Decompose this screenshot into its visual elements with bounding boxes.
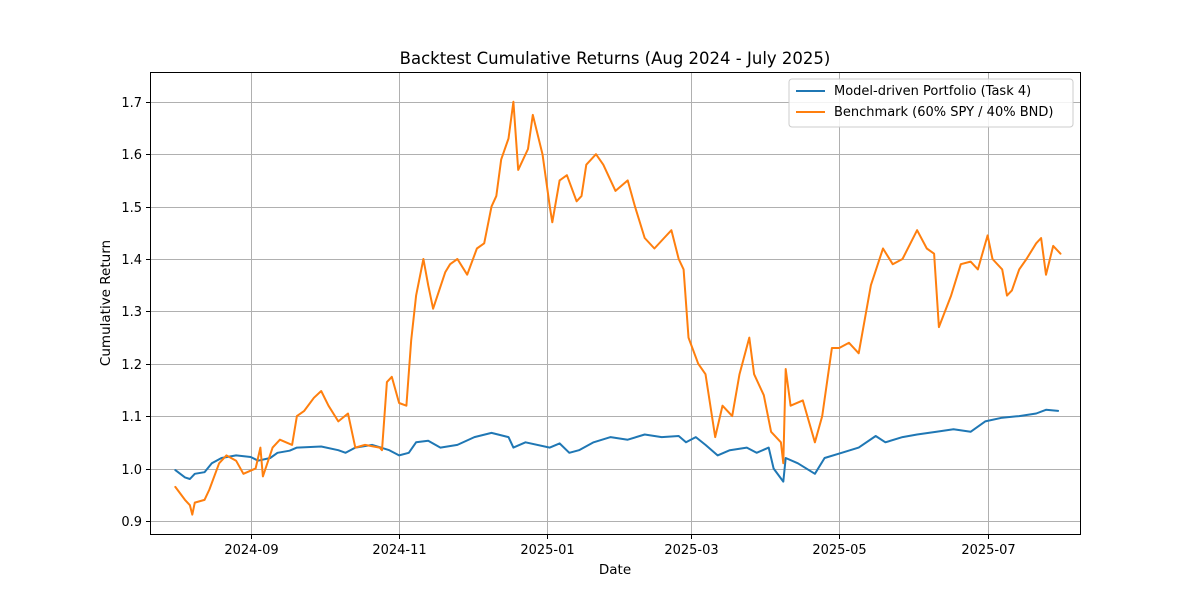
y-axis: 0.9 1.0 1.1 1.2 1.3 1.4 1.5 1.6 1.7 bbox=[121, 96, 151, 530]
legend: Model-driven Portfolio (Task 4) Benchmar… bbox=[788, 78, 1074, 128]
y-tick-label: 1.7 bbox=[121, 96, 142, 111]
y-tick-label: 1.0 bbox=[121, 463, 142, 478]
legend-label-model: Model-driven Portfolio (Task 4) bbox=[834, 84, 1031, 99]
x-tick-label: 2024-11 bbox=[372, 543, 426, 558]
y-tick-label: 1.6 bbox=[121, 148, 142, 163]
y-tick-label: 1.1 bbox=[121, 410, 142, 425]
grid bbox=[151, 73, 1080, 534]
chart-title: Backtest Cumulative Returns (Aug 2024 - … bbox=[400, 49, 831, 68]
y-tick-label: 1.2 bbox=[121, 358, 142, 373]
series-line-benchmark bbox=[174, 100, 1062, 516]
legend-label-benchmark: Benchmark (60% SPY / 40% BND) bbox=[834, 105, 1053, 120]
x-axis-label: Date bbox=[599, 562, 631, 578]
series-layer bbox=[174, 100, 1062, 516]
series-line-model-portfolio bbox=[174, 408, 1060, 483]
x-axis: 2024-09 2024-11 2025-01 2025-03 2025-05 2025-… bbox=[224, 534, 1016, 558]
y-axis-label: Cumulative Return bbox=[98, 240, 114, 366]
legend-box bbox=[788, 78, 1074, 128]
plot-frame bbox=[150, 72, 1081, 535]
y-tick-label: 1.4 bbox=[121, 253, 142, 268]
y-tick-label: 1.5 bbox=[121, 201, 142, 216]
x-tick-label: 2025-07 bbox=[961, 543, 1015, 558]
x-tick-label: 2025-05 bbox=[812, 543, 866, 558]
x-tick-label: 2025-03 bbox=[664, 543, 718, 558]
y-tick-label: 0.9 bbox=[121, 515, 142, 530]
x-tick-label: 2025-01 bbox=[520, 543, 574, 558]
y-tick-label: 1.3 bbox=[121, 305, 142, 320]
x-tick-label: 2024-09 bbox=[224, 543, 278, 558]
